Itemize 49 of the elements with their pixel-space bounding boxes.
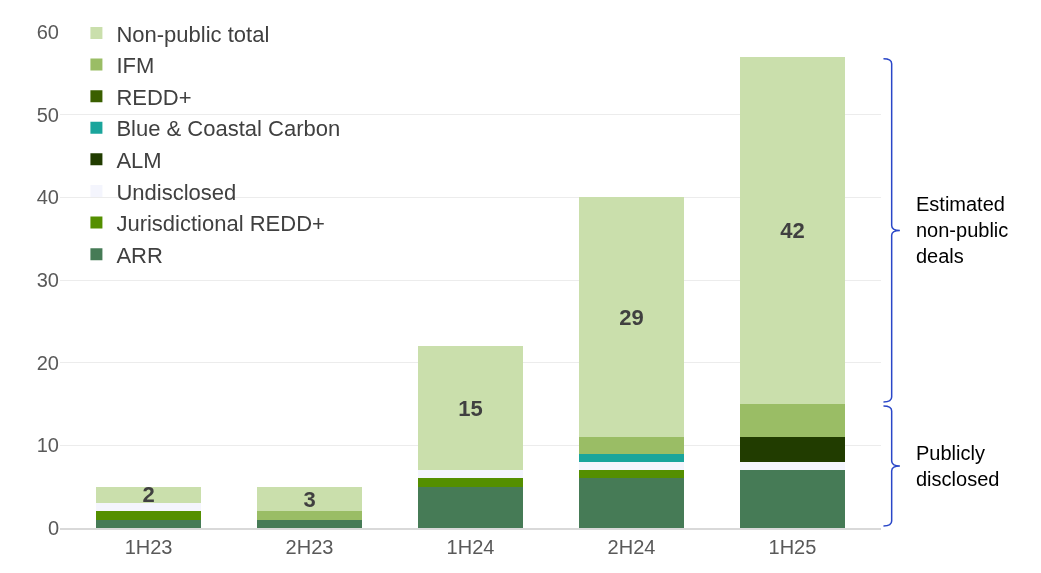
bar bbox=[418, 346, 523, 471]
bar bbox=[579, 470, 684, 479]
bar bbox=[740, 56, 845, 404]
legend-label: IFM bbox=[116, 53, 155, 79]
bar bbox=[418, 486, 523, 528]
y-tick-label: 20 bbox=[36, 351, 59, 374]
y-tick-label: 40 bbox=[36, 186, 59, 209]
bar bbox=[740, 404, 845, 438]
bar bbox=[579, 437, 684, 454]
bar bbox=[418, 478, 523, 487]
bar bbox=[418, 470, 523, 479]
legend-label: Blue & Coastal Carbon bbox=[116, 116, 341, 142]
y-tick-label: 30 bbox=[36, 269, 59, 291]
bar bbox=[579, 453, 684, 462]
text: Estimated non-public deals bbox=[916, 193, 1009, 267]
x-tick-label: 2H24 bbox=[607, 536, 656, 558]
x-tick-label: 1H23 bbox=[124, 536, 173, 558]
data-label: 29 bbox=[619, 304, 644, 330]
data-label: 42 bbox=[780, 217, 805, 243]
bar bbox=[96, 511, 201, 520]
bar bbox=[96, 486, 201, 504]
legend-label: Jurisdictional REDD+ bbox=[116, 211, 325, 237]
bar bbox=[740, 470, 845, 528]
x-tick-label: 1H24 bbox=[446, 536, 495, 558]
data-label: 15 bbox=[458, 395, 483, 421]
bar bbox=[740, 437, 845, 462]
legend-label: REDD+ bbox=[116, 84, 192, 110]
x-tick-label: 1H25 bbox=[768, 536, 817, 558]
data-label: 3 bbox=[303, 486, 316, 512]
bar bbox=[257, 486, 362, 512]
bar bbox=[740, 461, 845, 471]
legend-label: Undisclosed bbox=[116, 179, 237, 205]
legend-label: Non-public total bbox=[116, 21, 270, 47]
bar bbox=[257, 519, 362, 528]
bar bbox=[96, 519, 201, 528]
bar bbox=[579, 461, 684, 471]
x-tick-label: 2H23 bbox=[285, 536, 334, 558]
data-label: 2 bbox=[142, 482, 155, 508]
y-tick-label: 10 bbox=[36, 434, 59, 457]
y-tick-label: 60 bbox=[36, 21, 59, 43]
y-tick-label: 50 bbox=[36, 103, 59, 126]
bar bbox=[579, 197, 684, 438]
legend-label: ALM bbox=[116, 147, 162, 173]
bar bbox=[579, 478, 684, 528]
bar bbox=[257, 511, 362, 520]
legend-label: ARR bbox=[116, 242, 163, 268]
text: Publicly disclosed bbox=[916, 442, 1000, 490]
y-tick-label: 0 bbox=[47, 517, 59, 539]
bar bbox=[96, 503, 201, 512]
